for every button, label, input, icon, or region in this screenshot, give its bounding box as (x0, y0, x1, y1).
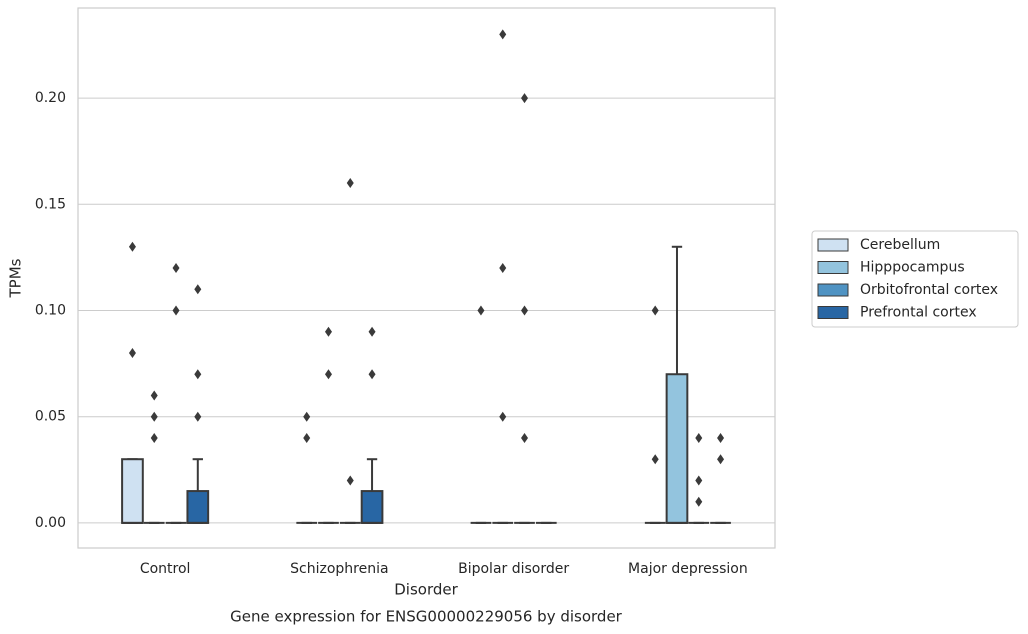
outlier (303, 432, 311, 443)
y-axis-label: TPMs (7, 258, 25, 298)
outlier (695, 432, 703, 443)
outlier (194, 411, 202, 422)
outlier (194, 284, 202, 295)
outlier (499, 263, 507, 274)
outlier (695, 475, 703, 486)
y-tick-label: 0.15 (35, 196, 66, 212)
outlier (150, 432, 158, 443)
outlier (150, 411, 158, 422)
legend-label: Hipppocampus (860, 260, 965, 276)
outlier (521, 305, 529, 316)
legend-swatch (817, 261, 849, 274)
outlier (651, 305, 659, 316)
outlier (303, 411, 311, 422)
outlier (194, 369, 202, 380)
outlier (695, 496, 703, 507)
outlier (477, 305, 485, 316)
x-tick-label: Bipolar disorder (458, 561, 569, 577)
outlier (499, 29, 507, 40)
box (186, 490, 210, 524)
chart-title: Gene expression for ENSG00000229056 by d… (230, 608, 623, 626)
y-tick-label: 0.10 (35, 303, 66, 319)
outlier (128, 241, 136, 252)
legend-label: Orbitofrontal cortex (860, 282, 998, 298)
outlier (717, 432, 725, 443)
outlier (651, 454, 659, 465)
plot-frame (77, 7, 776, 549)
legend-label: Cerebellum (860, 237, 940, 253)
outlier (521, 93, 529, 104)
legend-swatch (817, 306, 849, 319)
x-axis-label: Disorder (394, 581, 458, 599)
outlier (172, 263, 180, 274)
x-tick-label: Schizophrenia (290, 561, 388, 577)
outlier (128, 347, 136, 358)
outlier (346, 178, 354, 189)
legend-swatch (817, 283, 849, 297)
outlier (150, 390, 158, 401)
x-tick-label: Major depression (628, 561, 748, 577)
outlier (346, 475, 354, 486)
legend-swatch (817, 238, 849, 252)
outlier (521, 432, 529, 443)
outlier (499, 411, 507, 422)
y-tick-label: 0.05 (35, 409, 66, 425)
outlier (368, 326, 376, 337)
outlier (324, 326, 332, 337)
y-tick-label: 0.00 (35, 515, 66, 531)
box (121, 458, 144, 524)
outlier (717, 454, 725, 465)
box (665, 373, 689, 524)
outlier (368, 369, 376, 380)
x-tick-label: Control (140, 561, 191, 577)
legend-label: Prefrontal cortex (860, 305, 977, 321)
outlier (172, 305, 180, 316)
box (360, 490, 384, 524)
legend-frame (811, 230, 1019, 328)
y-tick-label: 0.20 (35, 90, 66, 106)
outlier (324, 369, 332, 380)
